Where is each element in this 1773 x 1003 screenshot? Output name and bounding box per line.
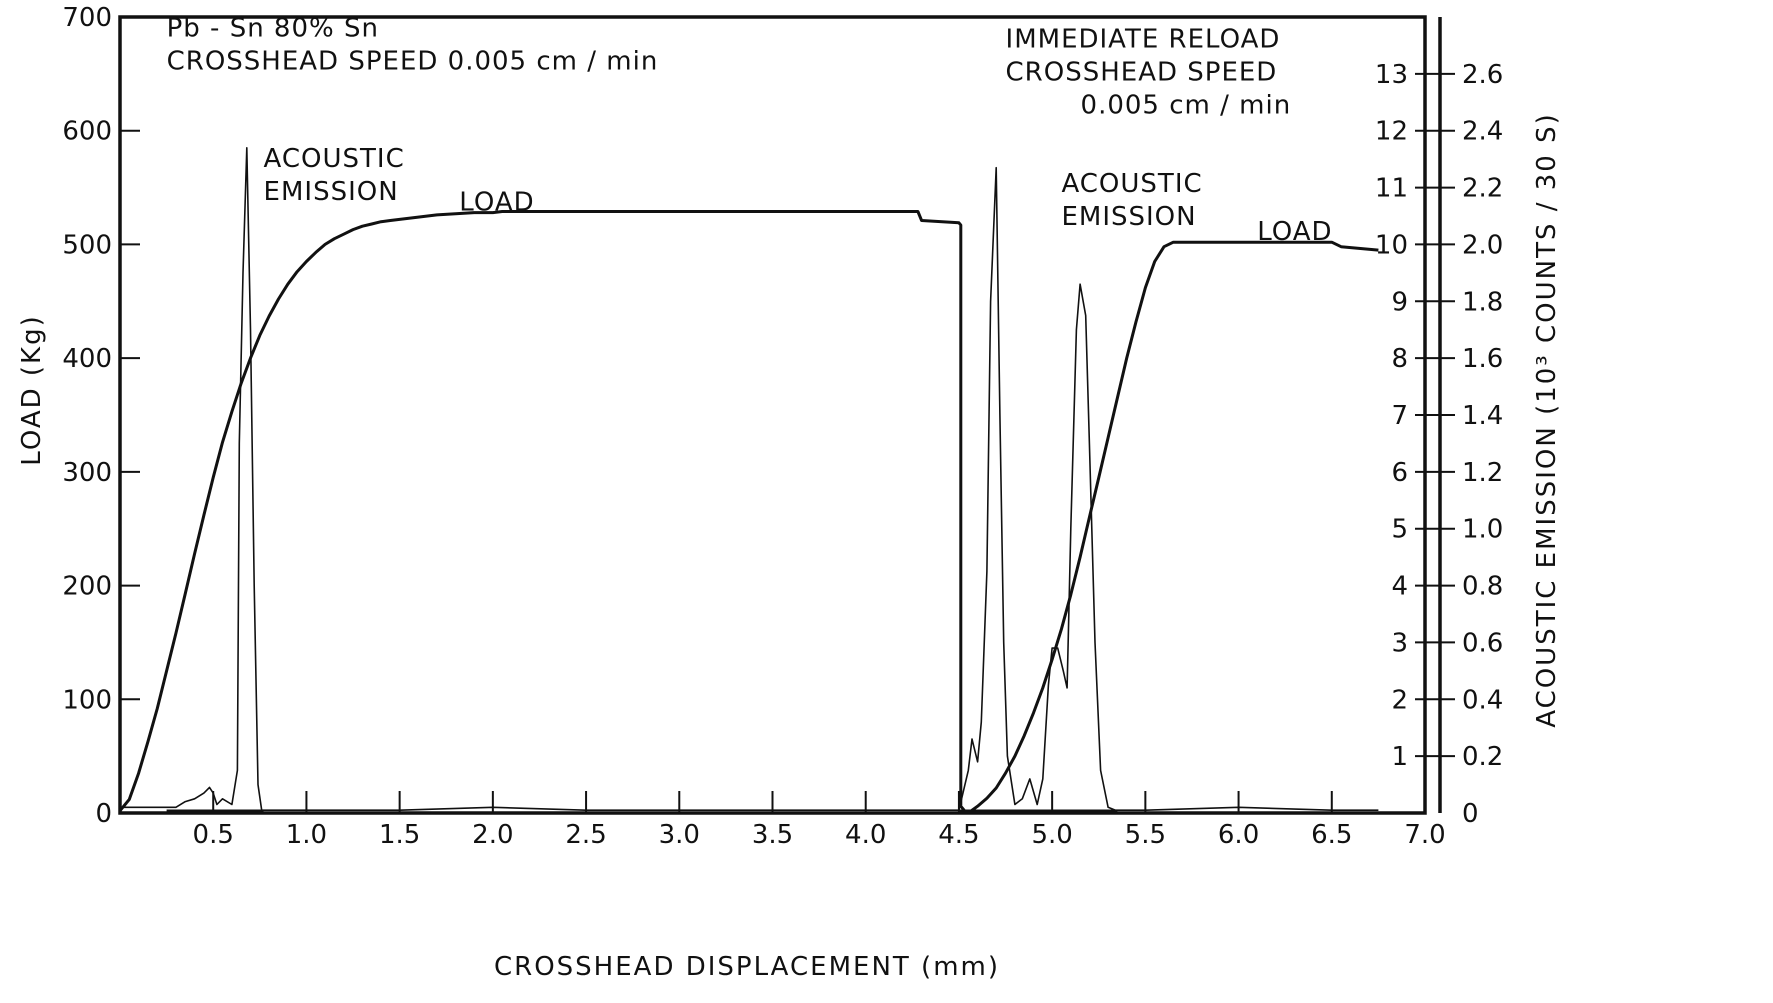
y2-outer-tick-label: 0 [1462, 799, 1479, 829]
x-tick-label: 4.0 [845, 820, 886, 850]
y2-outer-tick-label: 0.8 [1462, 572, 1503, 602]
y-tick-label: 700 [62, 3, 112, 33]
x-tick-label: 6.5 [1311, 820, 1352, 850]
y2-inner-tick-label: 4 [1391, 572, 1408, 602]
y2-outer-tick-label: 2.0 [1462, 230, 1503, 260]
acoustic-emission-series-line [120, 147, 1379, 812]
annotation-text: ACOUSTIC [1061, 169, 1202, 199]
annotation-text: CROSSHEAD SPEED 0.005 cm / min [167, 46, 659, 76]
y2-inner-tick-label: 9 [1391, 287, 1408, 317]
load-series-line [118, 210, 1379, 815]
y-tick-label: 500 [62, 230, 112, 260]
annotation-text: Pb - Sn 80% Sn [167, 13, 379, 43]
x-tick-label: 4.5 [938, 820, 979, 850]
y2-inner-tick-label: 12 [1375, 117, 1408, 147]
plot-frame [118, 15, 1427, 815]
y2-outer-tick-label: 2.6 [1462, 60, 1503, 90]
x-axis-title: CROSSHEAD DISPLACEMENT (mm) [494, 952, 1000, 982]
y2-outer-tick-label: 1.2 [1462, 458, 1503, 488]
y2-outer-tick-label: 2.2 [1462, 174, 1503, 204]
y2-inner-tick-label: 6 [1391, 458, 1408, 488]
y2-outer-tick-label: 0.6 [1462, 628, 1503, 658]
chart-marks: 0.5 1.0 1.5 2.0 2.5 3.0 3.5 4.0 4.5 5.0 5.5 6.0 6.5 7… [62, 3, 1503, 850]
y2-inner-tick-label: 7 [1391, 401, 1408, 431]
y2-outer-tick-label: 2.4 [1462, 117, 1503, 147]
y-axis-title: LOAD (Kg) [17, 314, 47, 465]
y2-outer-tick-label: 0.4 [1462, 685, 1503, 715]
annotation-text: 0.005 cm / min [1081, 91, 1292, 121]
y2-inner-tick-label: 3 [1391, 628, 1408, 658]
annotation-text: ACOUSTIC [264, 144, 405, 174]
x-tick-label: 2.0 [472, 820, 513, 850]
y2-inner-tick-label: 8 [1391, 344, 1408, 374]
y-tick-label: 400 [62, 344, 112, 374]
annotation-text: LOAD [459, 187, 534, 217]
y2-outer-tick-label: 0.2 [1462, 742, 1503, 772]
x-tick-label: 0.5 [193, 820, 234, 850]
annotation-text: CROSSHEAD SPEED [1006, 58, 1278, 88]
y2-outer-tick-label: 1.4 [1462, 401, 1503, 431]
y-tick-label: 300 [62, 458, 112, 488]
y2-inner-tick-label: 10 [1375, 230, 1408, 260]
x-tick-label: 2.5 [565, 820, 606, 850]
x-tick-label: 1.0 [286, 820, 327, 850]
annotation-text: EMISSION [264, 177, 399, 207]
y2-inner-tick-label: 1 [1391, 742, 1408, 772]
x-tick-label: 1.5 [379, 820, 420, 850]
y2-outer-tick-label: 1.8 [1462, 287, 1503, 317]
y-tick-label: 0 [95, 799, 112, 829]
y-tick-label: 100 [62, 685, 112, 715]
x-tick-label: 3.5 [752, 820, 793, 850]
x-tick-label: 5.0 [1031, 820, 1072, 850]
x-tick-label: 5.5 [1125, 820, 1166, 850]
y2-inner-tick-label: 2 [1391, 685, 1408, 715]
annotation-text: EMISSION [1061, 202, 1196, 232]
y-tick-label: 600 [62, 117, 112, 147]
y2-inner-tick-label: 11 [1375, 174, 1408, 204]
x-tick-label: 7.0 [1404, 820, 1445, 850]
y2-outer-tick-label: 1.6 [1462, 344, 1503, 374]
annotation-text: LOAD [1257, 217, 1332, 247]
y2-inner-tick-label: 5 [1391, 515, 1408, 545]
y2-axis-title: ACOUSTIC EMISSION (10³ COUNTS / 30 S) [1532, 112, 1562, 728]
x-tick-label: 3.0 [659, 820, 700, 850]
annotation-text: IMMEDIATE RELOAD [1006, 25, 1281, 55]
y2-outer-tick-label: 1.0 [1462, 515, 1503, 545]
y-tick-label: 200 [62, 572, 112, 602]
y2-inner-tick-label: 13 [1375, 60, 1408, 90]
x-tick-label: 6.0 [1218, 820, 1259, 850]
